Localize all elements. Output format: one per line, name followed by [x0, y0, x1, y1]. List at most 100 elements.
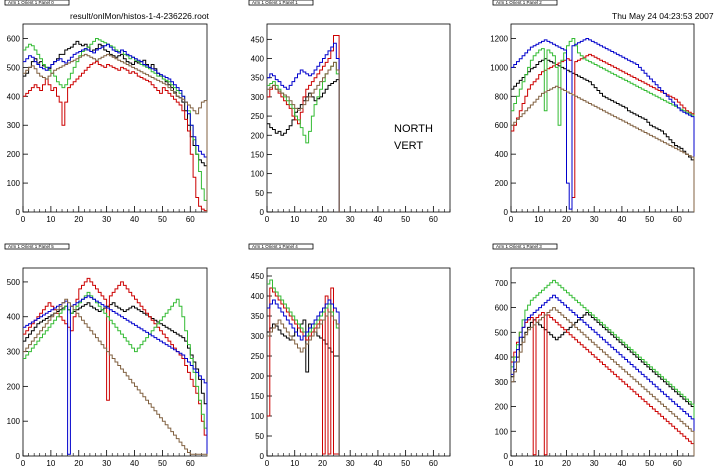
- series-green-line: [23, 291, 208, 456]
- x-tick-label: 50: [645, 459, 654, 468]
- x-tick-label: 30: [102, 215, 111, 224]
- y-tick-label: 300: [251, 93, 265, 102]
- series-brown-line: [511, 307, 695, 456]
- y-tick-label: 400: [7, 313, 21, 322]
- y-tick-label: 500: [7, 63, 21, 72]
- plot-frame: [266, 267, 451, 457]
- y-tick-label: 0: [16, 452, 21, 461]
- y-tick-label: 250: [251, 352, 265, 361]
- x-tick-label: 60: [429, 459, 438, 468]
- x-tick-label: 20: [562, 215, 571, 224]
- y-tick-label: 300: [7, 348, 21, 357]
- x-tick-label: 10: [290, 215, 299, 224]
- series-black-line: [511, 58, 695, 212]
- series-blue-line: [511, 38, 695, 212]
- series-black-line: [267, 319, 340, 456]
- x-tick-label: 50: [401, 459, 410, 468]
- series-green-line: [511, 279, 695, 456]
- y-tick-label: 200: [495, 403, 509, 412]
- x-tick-label: 20: [318, 459, 327, 468]
- x-tick-label: 0: [21, 215, 26, 224]
- panel-title: Arm 1 Orient 1 Panel 3: [496, 244, 542, 249]
- y-tick-label: 200: [7, 382, 21, 391]
- series-red-line: [511, 53, 695, 212]
- series-green-line: [267, 61, 340, 212]
- y-tick-label: 300: [251, 332, 265, 341]
- y-tick-label: 500: [7, 278, 21, 287]
- y-tick-label: 100: [7, 417, 21, 426]
- y-tick-label: 500: [495, 328, 509, 337]
- y-tick-label: 450: [251, 35, 265, 44]
- panel-title-box: [248, 0, 314, 6]
- y-tick-label: 600: [7, 34, 21, 43]
- y-tick-label: 100: [251, 412, 265, 421]
- histogram-panel-5: Arm 1 Orient 1 Panel 3010020030040050060…: [492, 243, 695, 468]
- x-tick-label: 30: [102, 459, 111, 468]
- y-tick-label: 100: [495, 427, 509, 436]
- histogram-panel-4: Arm 1 Orient 1 Panel 4050100150200250300…: [248, 243, 451, 468]
- y-tick-label: 400: [251, 55, 265, 64]
- x-tick-label: 60: [186, 215, 195, 224]
- y-tick-label: 400: [495, 150, 509, 159]
- series-green-line: [267, 279, 340, 456]
- y-tick-label: 450: [251, 272, 265, 281]
- y-tick-label: 100: [7, 179, 21, 188]
- panel-title: Arm 1 Orient 1 Panel 4: [252, 244, 298, 249]
- x-tick-label: 40: [373, 215, 382, 224]
- y-tick-label: 350: [251, 312, 265, 321]
- plot-frame: [22, 267, 208, 457]
- x-tick-label: 0: [509, 459, 514, 468]
- histogram-panel-3: Arm 1 Orient 1 Panel 5 0 100 200 300 400 500 0 1…: [4, 243, 208, 468]
- y-tick-label: 150: [251, 150, 265, 159]
- histogram-panel-2: Arm 1 Orient 1 Panel 2020040060080010001…: [490, 0, 695, 224]
- y-tick-label: 800: [495, 92, 509, 101]
- y-tick-label: 600: [495, 121, 509, 130]
- x-tick-label: 40: [130, 215, 139, 224]
- y-tick-label: 0: [16, 208, 21, 217]
- x-tick-label: 50: [158, 459, 167, 468]
- y-tick-label: 200: [251, 131, 265, 140]
- series-blue-line: [511, 294, 695, 456]
- y-tick-label: 200: [7, 150, 21, 159]
- panel-title-box: [248, 243, 314, 250]
- series-brown-line: [267, 311, 340, 456]
- x-tick-label: 20: [562, 459, 571, 468]
- y-tick-label: 1000: [490, 63, 508, 72]
- y-tick-label: 150: [251, 392, 265, 401]
- panel-title: Arm 1 Orient 1 Panel 2: [496, 0, 542, 5]
- y-tick-label: 0: [260, 452, 265, 461]
- series-brown-line: [267, 61, 340, 212]
- series-red-line: [23, 61, 208, 212]
- timestamp-label: Thu May 24 04:23:53 2007: [612, 11, 714, 21]
- y-tick-label: 50: [255, 432, 264, 441]
- series-green-line: [23, 38, 208, 212]
- y-tick-label: 0: [260, 208, 265, 217]
- series-blue-line: [267, 42, 340, 212]
- panel-title-box: [4, 243, 70, 250]
- y-tick-label: 0: [504, 452, 509, 461]
- x-tick-label: 40: [617, 459, 626, 468]
- x-tick-label: 10: [46, 215, 55, 224]
- series-black-line: [511, 312, 695, 456]
- y-tick-label: 50: [255, 189, 264, 198]
- x-tick-label: 50: [401, 215, 410, 224]
- y-tick-label: 300: [495, 378, 509, 387]
- series-brown-line: [23, 53, 208, 212]
- series-blue-line: [23, 295, 208, 456]
- series-blue-line: [23, 43, 208, 212]
- x-tick-label: 60: [673, 215, 682, 224]
- y-tick-label: 0: [504, 208, 509, 217]
- x-tick-label: 10: [534, 459, 543, 468]
- panel-title: Arm 1 Orient 1 Panel 1: [252, 0, 298, 5]
- north-label: NORTH: [394, 123, 433, 135]
- y-tick-label: 400: [7, 92, 21, 101]
- x-tick-label: 50: [158, 215, 167, 224]
- series-red-line: [267, 287, 340, 456]
- x-tick-label: 10: [534, 215, 543, 224]
- vert-label: VERT: [394, 140, 423, 152]
- x-tick-label: 10: [290, 459, 299, 468]
- panel-title-box: [492, 0, 558, 6]
- x-tick-label: 40: [130, 459, 139, 468]
- y-tick-label: 1200: [490, 34, 508, 43]
- x-tick-label: 20: [74, 459, 83, 468]
